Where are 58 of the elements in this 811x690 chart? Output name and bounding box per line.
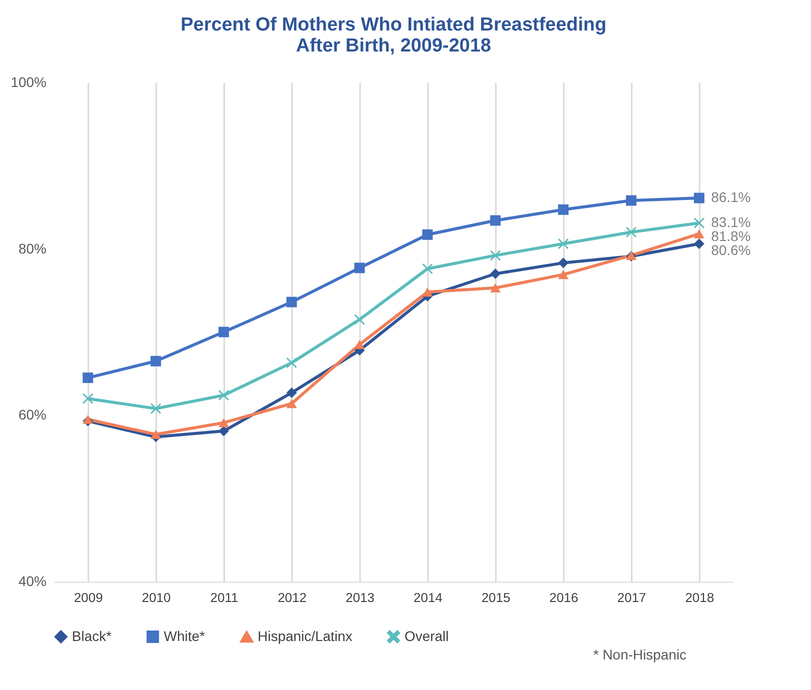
point <box>558 238 569 250</box>
point <box>150 403 162 414</box>
x-tick-label: 2015 <box>481 590 510 606</box>
data-label: 80.6% <box>711 242 751 258</box>
point <box>82 414 94 424</box>
point <box>490 250 501 261</box>
x-tick-label: 2011 <box>210 590 238 606</box>
x-tick-label: 2018 <box>685 590 714 606</box>
point <box>150 430 162 439</box>
legend-label: Overall <box>404 628 449 644</box>
point <box>286 399 297 408</box>
x-tick-label: 2016 <box>549 590 578 606</box>
legend-label: White* <box>164 628 206 644</box>
x-tick-label: 2012 <box>278 590 307 606</box>
data-label: 83.1% <box>711 214 751 230</box>
point <box>694 238 704 250</box>
x-tick-label: 2017 <box>617 590 646 606</box>
chart-title: Percent Of Mothers Who Intiated Breastfeeding After Birth, 2009-2018 <box>180 14 606 56</box>
point <box>490 283 501 292</box>
y-tick-label: 40% <box>18 573 46 590</box>
point <box>286 296 297 308</box>
x-tick-label: 2014 <box>414 590 442 606</box>
x-tick-label: 2009 <box>74 590 103 606</box>
y-tick-label: 100% <box>10 74 46 90</box>
data-label: 81.8% <box>711 228 751 244</box>
point <box>626 226 636 238</box>
text: * Non-Hispanic <box>593 646 686 663</box>
point <box>286 388 297 398</box>
point <box>218 390 229 400</box>
point <box>354 314 365 325</box>
point <box>694 218 704 228</box>
point <box>422 229 433 240</box>
point <box>694 229 704 238</box>
point <box>558 270 569 280</box>
y-tick-label: 60% <box>18 406 46 423</box>
point <box>150 356 162 366</box>
x-tick-label: 2010 <box>142 590 171 606</box>
point <box>626 195 636 206</box>
point <box>218 326 229 338</box>
point <box>490 268 501 279</box>
point <box>422 288 433 297</box>
point <box>490 215 501 226</box>
point <box>558 258 569 268</box>
point <box>286 358 297 368</box>
point <box>82 372 94 384</box>
point <box>422 264 433 274</box>
legend-label: Hispanic/Latinx <box>258 628 352 644</box>
point <box>82 393 94 404</box>
point <box>694 192 704 204</box>
y-tick-label: 80% <box>18 240 46 256</box>
point <box>354 340 365 350</box>
point <box>558 204 569 215</box>
point <box>218 418 229 428</box>
x-tick-label: 2013 <box>346 590 374 606</box>
data-label: 86.1% <box>711 189 751 205</box>
legend-label: Black* <box>72 628 112 644</box>
point <box>354 262 365 274</box>
point <box>218 426 229 436</box>
